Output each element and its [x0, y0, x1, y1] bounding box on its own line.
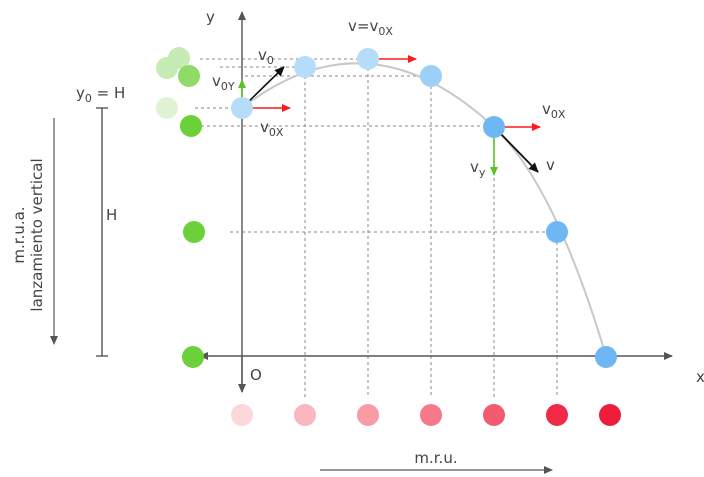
mrua-label: m.r.u.a. [10, 206, 28, 263]
blue-ball-7 [595, 346, 617, 368]
red-ball-2 [294, 404, 316, 426]
vertical-guides [304, 62, 558, 398]
blue-ball-1 [231, 97, 253, 119]
green-ball-faded-4 [156, 97, 178, 119]
v0y-label: v0Y [212, 72, 235, 93]
green-ball-3 [182, 346, 204, 368]
blue-ball-3 [357, 48, 379, 70]
blue-ball-4 [420, 65, 442, 87]
green-ball-2 [183, 221, 205, 243]
v0x-right-label: v0X [542, 100, 566, 121]
top-velocity-label: v=v0X [348, 17, 393, 38]
red-ball-6 [546, 404, 568, 426]
height-label: H [106, 206, 117, 224]
v0x-label: v0X [260, 118, 284, 139]
red-ball-3 [357, 404, 379, 426]
green-ball-faded-2 [156, 57, 178, 79]
v0-label: v0 [258, 46, 274, 67]
red-ball-4 [420, 404, 442, 426]
x-axis-label: x [696, 368, 704, 386]
vertical-launch-label: lanzamiento vertical [28, 158, 46, 311]
red-ball-1 [231, 404, 253, 426]
red-ball-5 [483, 404, 505, 426]
horizontal-guides [195, 58, 556, 233]
blue-ball-6 [546, 221, 568, 243]
blue-ball-2 [294, 56, 316, 78]
origin-label: O [250, 366, 262, 384]
vy-label: vy [470, 158, 486, 179]
height-bracket [96, 107, 108, 357]
vertical-projection-balls [156, 47, 205, 368]
y-axis-label: y [206, 8, 215, 26]
mru-label: m.r.u. [414, 449, 457, 467]
green-ball-faded-3 [178, 65, 200, 87]
trajectory-balls [231, 48, 617, 368]
blue-ball-5 [483, 116, 505, 138]
green-ball-1 [180, 115, 202, 137]
red-ball-7 [599, 404, 621, 426]
y0-label: y0 = H [76, 84, 125, 105]
v-label: v [546, 156, 555, 174]
horizontal-projection-balls [231, 404, 621, 426]
